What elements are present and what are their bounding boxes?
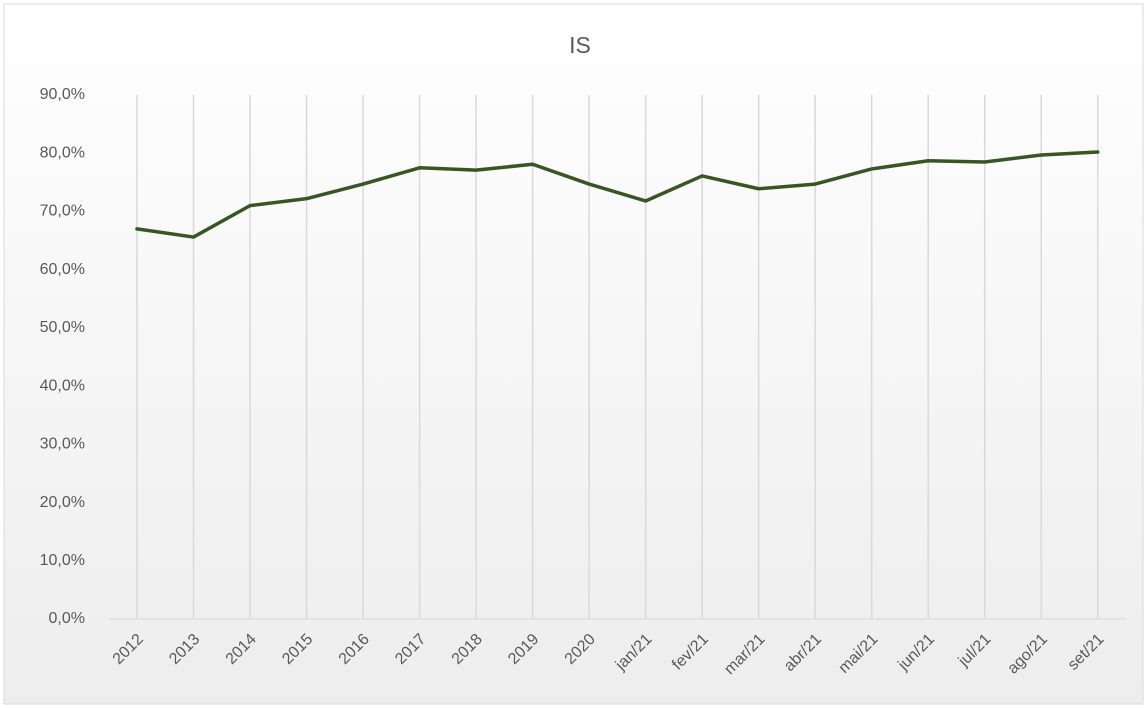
y-tick-label: 90,0% — [40, 86, 85, 103]
chart-title: IS — [569, 32, 591, 58]
y-tick-label: 20,0% — [40, 494, 85, 511]
y-tick-label: 10,0% — [40, 552, 85, 569]
y-tick-label: 0,0% — [49, 610, 85, 627]
y-tick-label: 60,0% — [40, 261, 85, 278]
y-tick-label: 50,0% — [40, 319, 85, 336]
chart-area — [3, 3, 1144, 705]
y-tick-label: 40,0% — [40, 377, 85, 394]
y-tick-label: 80,0% — [40, 144, 85, 161]
series-line — [135, 150, 1100, 239]
y-tick-label: 30,0% — [40, 436, 85, 453]
y-tick-label: 70,0% — [40, 203, 85, 220]
